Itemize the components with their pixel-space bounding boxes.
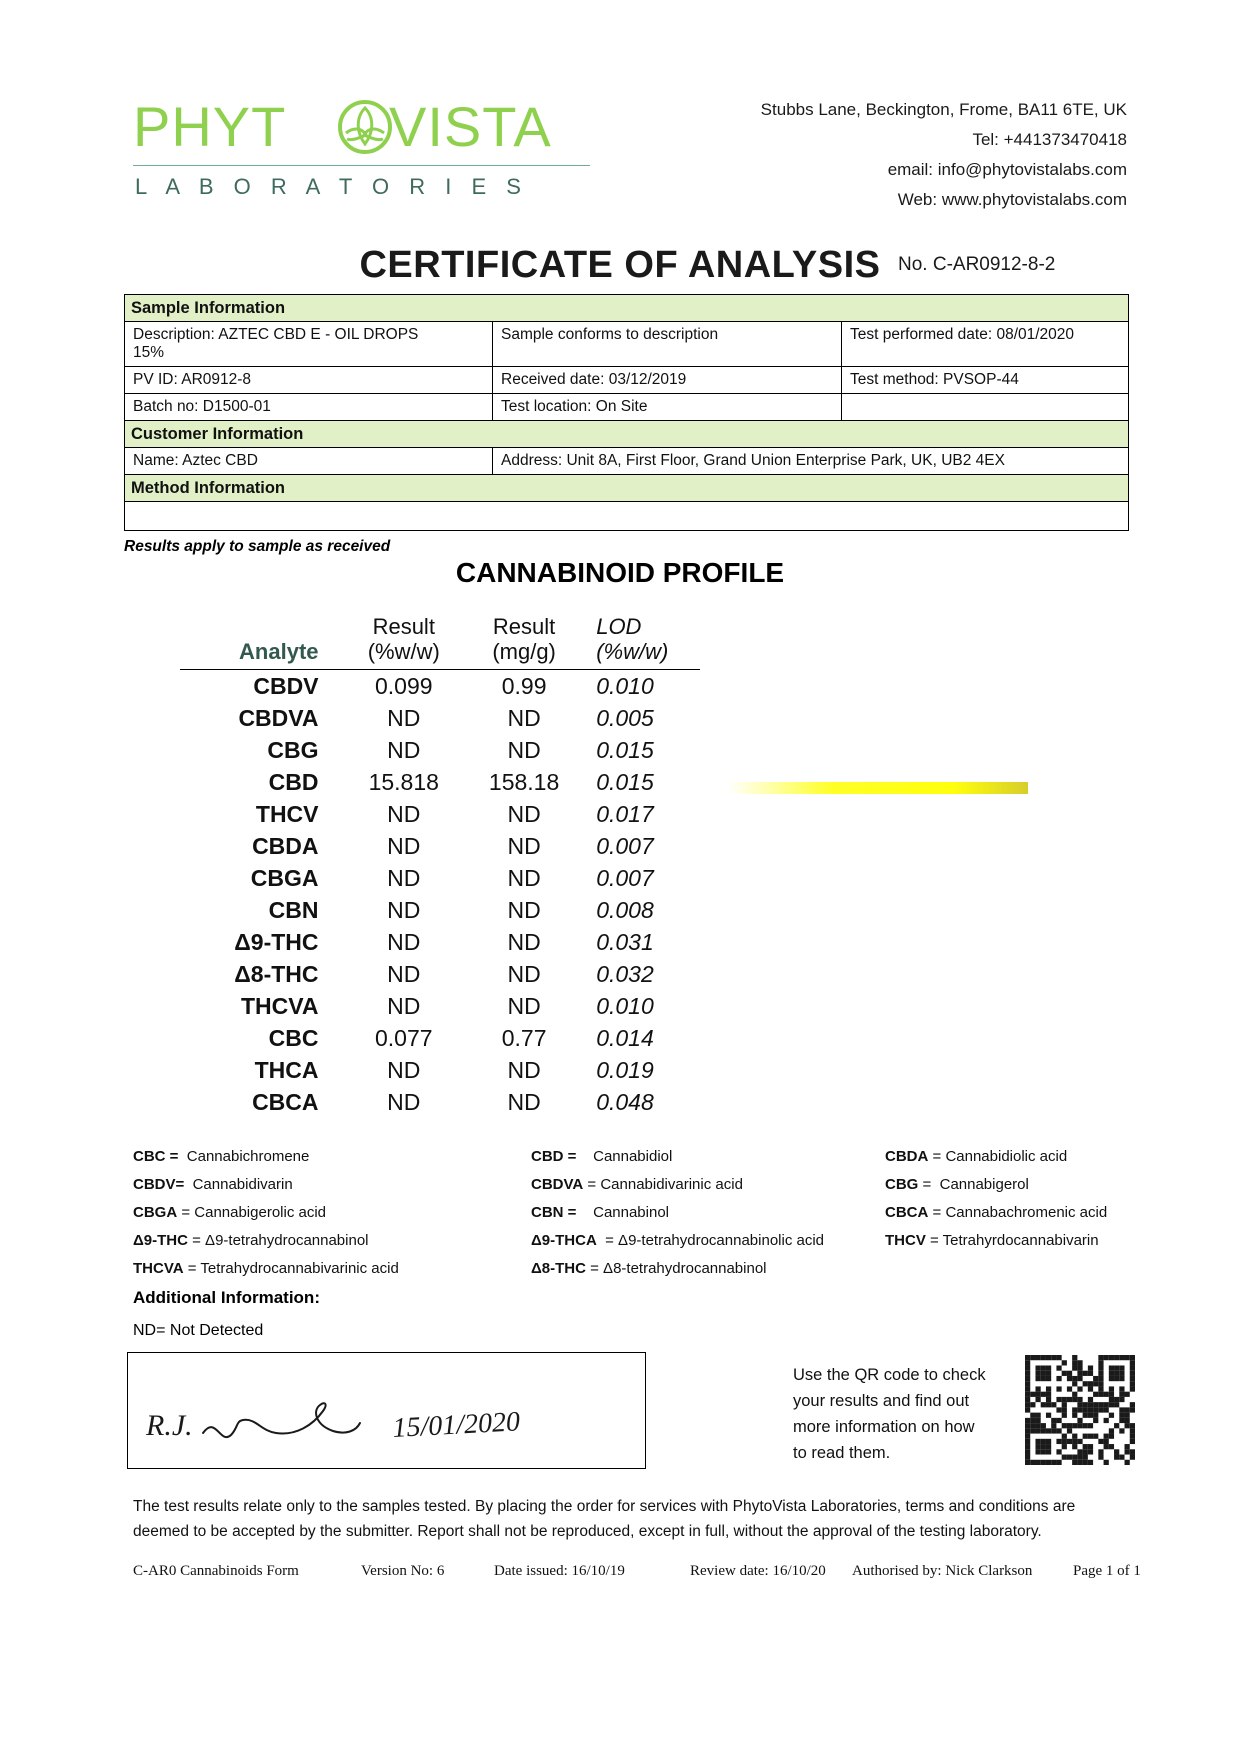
svg-text:R.J.: R.J.: [145, 1409, 193, 1442]
svg-text:VISTA: VISTA: [389, 95, 552, 158]
svg-text:PHYT: PHYT: [133, 95, 286, 158]
svg-text:15/01/2020: 15/01/2020: [392, 1406, 521, 1444]
